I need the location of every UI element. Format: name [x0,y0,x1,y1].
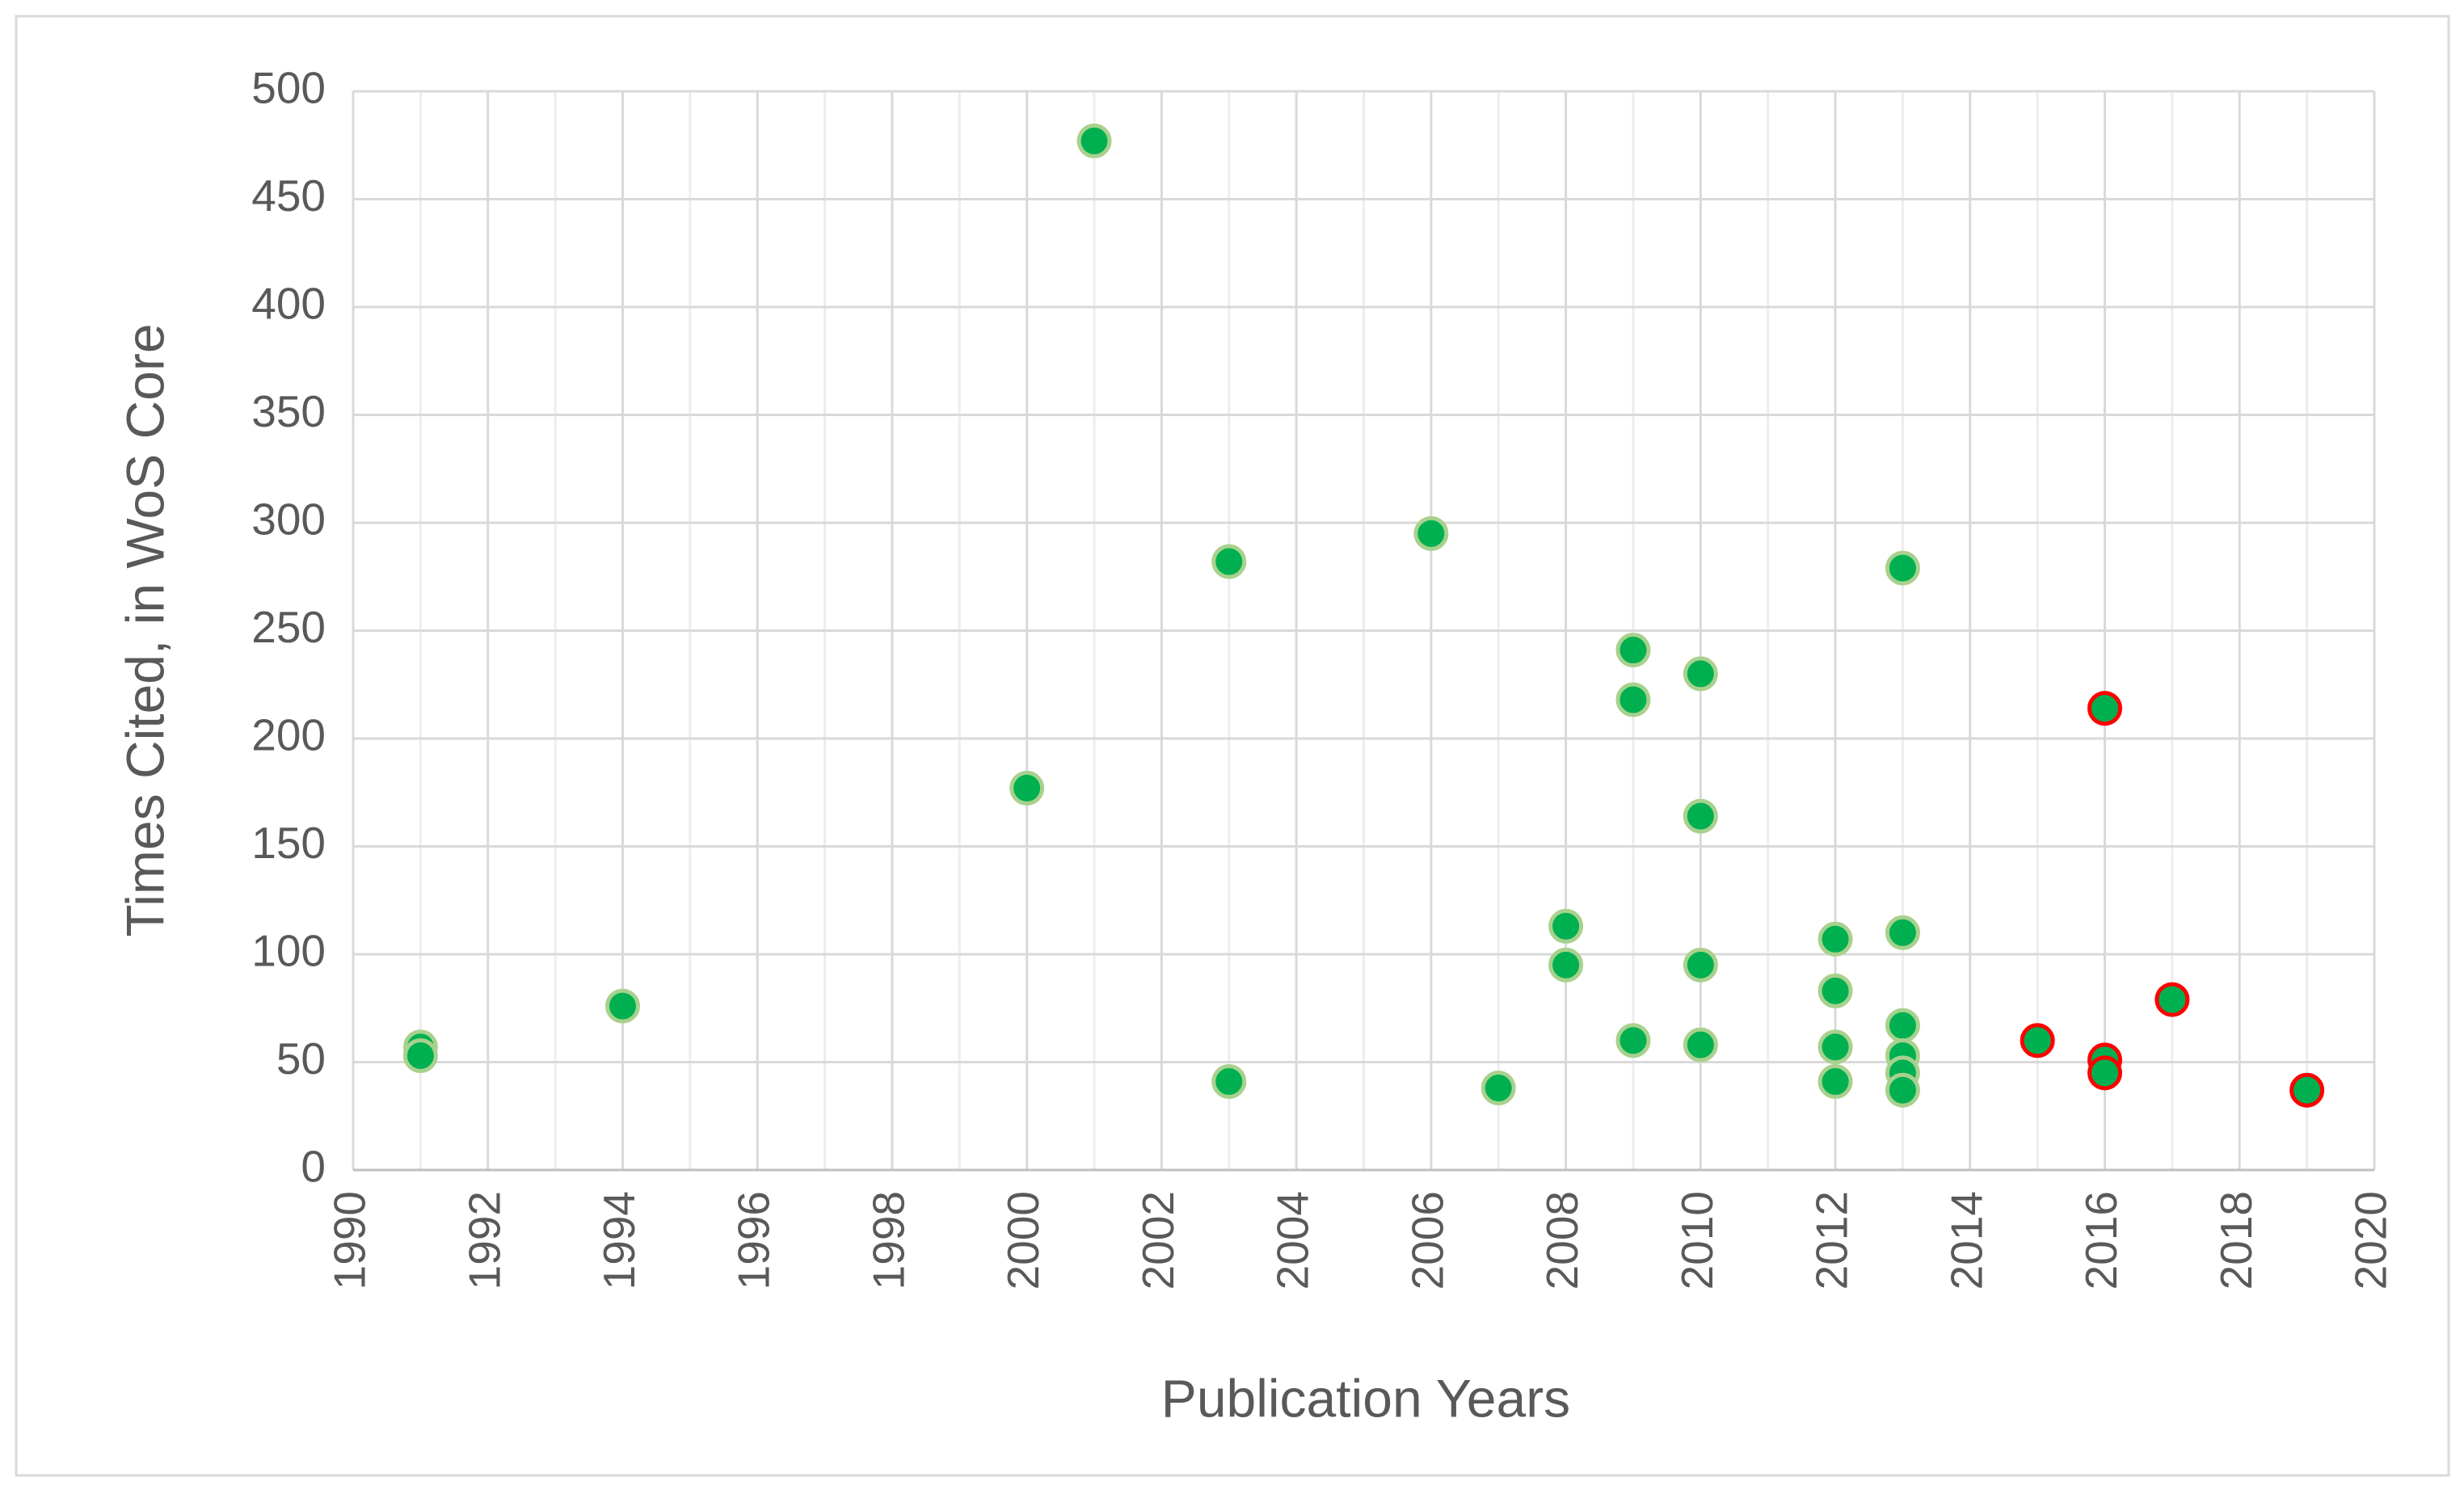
x-tick-label: 1996 [729,1191,779,1290]
y-tick-label: 500 [251,63,326,113]
x-tick-label: 2020 [2346,1191,2396,1290]
x-tick-label: 2000 [998,1191,1048,1290]
scatter-point [1885,1072,1920,1108]
y-tick-label: 200 [251,710,326,760]
x-tick-label: 2004 [1268,1191,1318,1290]
y-tick-label: 400 [251,279,326,329]
x-tick-label: 2012 [1807,1191,1857,1290]
scatter-point [1211,1064,1247,1100]
y-tick-label: 350 [251,386,326,436]
scatter-point [2087,1055,2123,1091]
x-axis-title: Publication Years [1161,1368,1570,1428]
x-tick-label: 2014 [1941,1191,1991,1290]
x-tick-label: 1998 [863,1191,913,1290]
scatter-point [604,988,640,1024]
y-axis-title: Times Cited, in WoS Core [115,323,175,936]
x-tick-label: 1994 [594,1191,644,1290]
scatter-point [1615,1023,1651,1058]
scatter-point [2154,982,2190,1017]
x-tick-label: 1992 [459,1191,509,1290]
scatter-point [1817,1064,1853,1100]
scatter-point [1076,123,1112,158]
scatter-point [1817,973,1853,1008]
scatter-point [1885,550,1920,586]
scatter-point [1683,656,1718,692]
x-tick-label: 2006 [1402,1191,1452,1290]
x-tick-label: 2008 [1537,1191,1587,1290]
scatter-point [1615,682,1651,718]
scatter-point [1413,516,1449,551]
x-tick-label: 2010 [1672,1191,1722,1290]
y-tick-label: 300 [251,494,326,545]
y-tick-label: 100 [251,926,326,976]
scatter-point [1817,1029,1853,1065]
scatter-point [2020,1023,2055,1058]
x-tick-label: 2018 [2211,1191,2261,1290]
scatter-point [1683,798,1718,834]
scatter-point [1009,770,1045,806]
x-tick-label: 2002 [1133,1191,1183,1290]
scatter-point [1683,1027,1718,1063]
scatter-point [402,1037,438,1073]
scatter-point [1615,633,1651,668]
x-tick-label: 1990 [325,1191,375,1290]
scatter-point [1548,908,1584,944]
y-tick-label: 50 [276,1033,326,1084]
y-tick-label: 0 [301,1142,326,1192]
y-tick-label: 250 [251,602,326,652]
scatter-point [1817,921,1853,957]
scatter-point [1211,544,1247,579]
scatter-point [1683,947,1718,983]
y-tick-label: 450 [251,170,326,221]
y-tick-label: 150 [251,818,326,868]
scatter-point [1481,1071,1516,1106]
scatter-point [1885,915,1920,950]
scatter-point [1548,947,1584,983]
scatter-point [1885,1008,1920,1043]
x-tick-label: 2016 [2076,1191,2126,1290]
scatter-point [2289,1072,2325,1108]
scatter-point [2087,691,2123,726]
